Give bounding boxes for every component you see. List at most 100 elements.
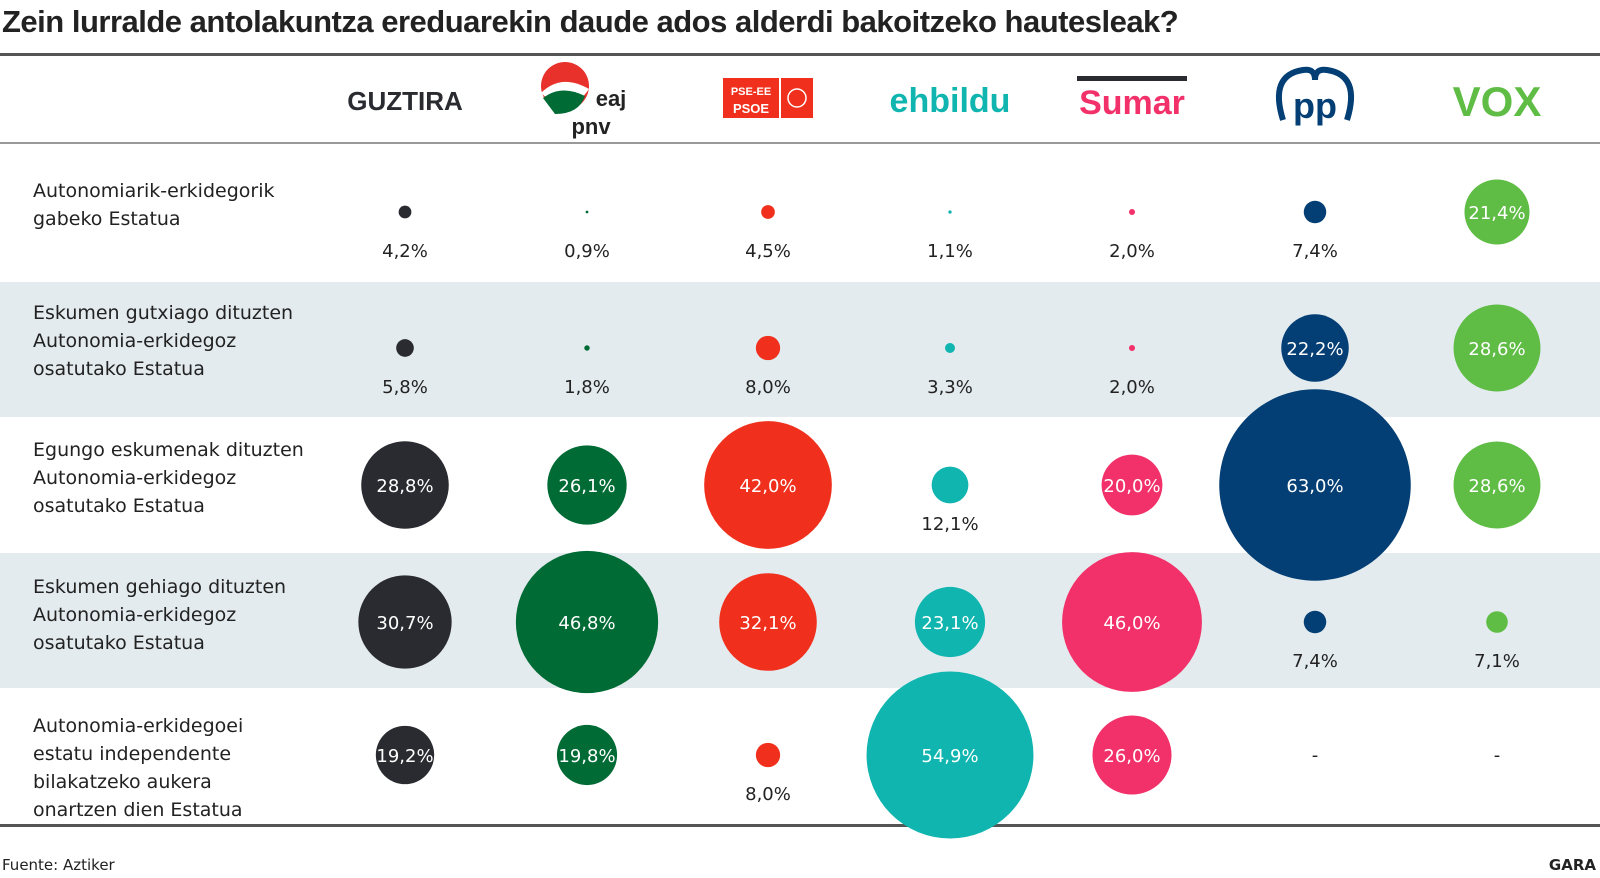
bubble xyxy=(1303,610,1327,634)
psoe-logo-box xyxy=(723,78,779,118)
bubble xyxy=(358,575,452,669)
logo-text: pnv xyxy=(571,114,611,139)
data-label: 7,4% xyxy=(1292,241,1338,262)
data-label: 8,0% xyxy=(745,377,791,398)
data-label: 28,8% xyxy=(376,476,433,497)
data-label: 54,9% xyxy=(921,746,978,767)
bubble xyxy=(914,586,986,658)
column-header-guztira: GUZTIRA xyxy=(347,86,463,116)
bottom-rule xyxy=(0,824,1600,827)
bubble xyxy=(1453,304,1541,392)
data-label: 26,0% xyxy=(1103,746,1160,767)
column-header-pse-ee-psoe: PSE-EE PSOE xyxy=(723,78,813,118)
data-label: 23,1% xyxy=(921,613,978,634)
logo-text: PSE-EE xyxy=(731,86,771,98)
column-header-pp: pp xyxy=(1276,66,1354,126)
psoe-rose-icon xyxy=(781,78,813,118)
data-label: 28,6% xyxy=(1468,339,1525,360)
table-row: Autonomia-erkidegoei estatu independente b… xyxy=(33,671,1501,839)
logo-text: PSOE xyxy=(733,101,769,116)
bubble xyxy=(515,550,659,694)
top-rule xyxy=(0,53,1600,56)
data-label: 1,8% xyxy=(564,377,610,398)
bubble xyxy=(375,725,435,785)
bubble xyxy=(931,466,969,504)
table-row: Eskumen gutxiago dituzten Autonomia-erkid… xyxy=(33,302,1541,398)
row-label: Eskumen gehiago dituzten xyxy=(33,576,286,598)
missing-value: - xyxy=(1312,745,1319,766)
row-label: estatu independente xyxy=(33,743,231,765)
data-label: 1,1% xyxy=(927,241,973,262)
bubble xyxy=(944,342,956,354)
row-label: Egungo eskumenak dituzten xyxy=(33,439,304,461)
row-label: Autonomia-erkidegoz xyxy=(33,467,236,489)
bubble xyxy=(361,441,449,529)
row-label: osatutako Estatua xyxy=(33,632,205,654)
logo-text: VOX xyxy=(1453,78,1542,125)
table-row: Autonomiarik-erkidegorik gabeko Estatua 4,… xyxy=(33,179,1530,262)
bubble xyxy=(556,724,618,786)
bubble xyxy=(547,445,627,525)
column-header-eaj-pnv: eaj pnv xyxy=(541,62,626,139)
bubble xyxy=(1464,179,1530,245)
row-label: Autonomia-erkidegoz xyxy=(33,330,236,352)
row-label: Autonomia-erkidegoz xyxy=(33,604,236,626)
data-label: 8,0% xyxy=(745,784,791,805)
data-label: 21,4% xyxy=(1468,203,1525,224)
bubble xyxy=(1101,454,1163,516)
source-note: Fuente: Aztiker xyxy=(2,856,115,874)
page-title: Zein lurralde antolakuntza ereduarekin d… xyxy=(2,4,1179,39)
data-label: 2,0% xyxy=(1109,377,1155,398)
data-label: 4,5% xyxy=(745,241,791,262)
bubble xyxy=(1486,611,1508,633)
row-label: osatutako Estatua xyxy=(33,358,205,380)
bubble xyxy=(1092,715,1172,795)
row-label: onartzen dien Estatua xyxy=(33,799,243,821)
data-label: 42,0% xyxy=(739,476,796,497)
row-label: Eskumen gutxiago dituzten xyxy=(33,302,293,324)
bubble xyxy=(948,210,952,214)
bubble xyxy=(1281,314,1349,382)
data-label: 5,8% xyxy=(382,377,428,398)
logo-text: Sumar xyxy=(1079,84,1185,122)
data-label: 19,2% xyxy=(376,746,433,767)
column-header-sumar: Sumar xyxy=(1077,76,1187,122)
data-label: 28,6% xyxy=(1468,476,1525,497)
column-header-eh-bildu: ehbildu xyxy=(890,82,1011,120)
data-label: 32,1% xyxy=(739,613,796,634)
bubble xyxy=(1128,344,1136,352)
data-label: 0,9% xyxy=(564,241,610,262)
data-label: 46,0% xyxy=(1103,613,1160,634)
data-label: 4,2% xyxy=(382,241,428,262)
logo-text: eaj xyxy=(596,86,627,111)
row-label: Autonomiarik-erkidegorik xyxy=(33,180,274,202)
logo-text: pp xyxy=(1293,85,1337,126)
table-row: Eskumen gehiago dituzten Autonomia-erkide… xyxy=(33,550,1520,694)
table-row: Egungo eskumenak dituzten Autonomia-erkid… xyxy=(33,389,1541,581)
logo-text: GUZTIRA xyxy=(347,86,463,116)
bubble xyxy=(1303,200,1327,224)
data-label: 20,0% xyxy=(1103,476,1160,497)
row-label: Autonomia-erkidegoei xyxy=(33,715,243,737)
bubble xyxy=(396,339,414,357)
pp-gull-icon xyxy=(1276,66,1354,121)
logo-text: ehbildu xyxy=(890,82,1011,120)
bubble xyxy=(1453,441,1541,529)
data-label: 26,1% xyxy=(558,476,615,497)
bubble xyxy=(761,205,775,219)
bubble xyxy=(719,573,817,671)
bubble xyxy=(585,210,589,214)
row-label: bilakatzeko aukera xyxy=(33,771,212,793)
header-rule xyxy=(0,142,1600,144)
bubble xyxy=(398,205,412,219)
data-label: 63,0% xyxy=(1286,476,1343,497)
bubble xyxy=(704,421,832,549)
bubble xyxy=(755,742,781,768)
data-label: 46,8% xyxy=(558,613,615,634)
bubble xyxy=(755,335,781,361)
data-label: 22,2% xyxy=(1286,339,1343,360)
bubble xyxy=(584,345,590,351)
missing-value: - xyxy=(1494,745,1501,766)
data-label: 7,4% xyxy=(1292,651,1338,672)
